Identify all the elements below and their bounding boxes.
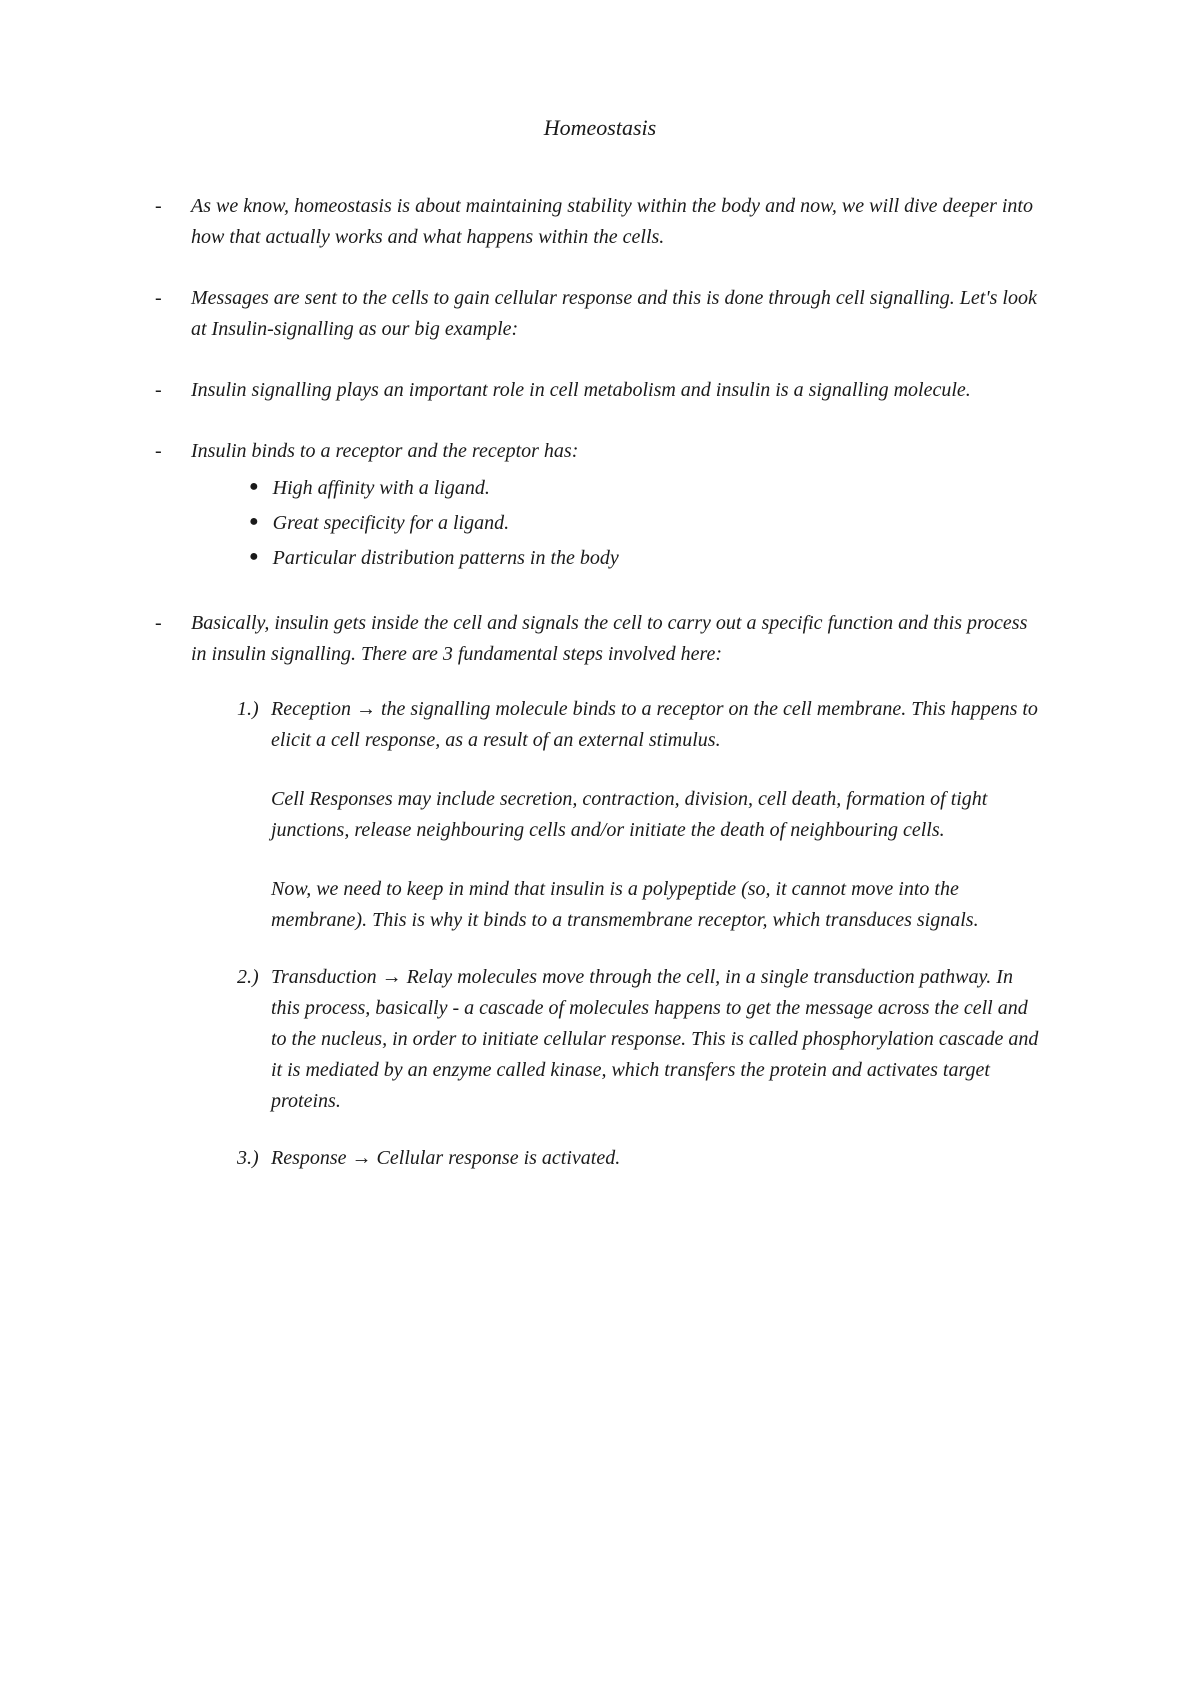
page-title: Homeostasis	[155, 115, 1045, 141]
dash-marker: -	[155, 375, 191, 406]
arrow-icon: →	[352, 1147, 372, 1169]
bullet-text: Particular distribution patterns in the …	[273, 543, 1045, 574]
step-lead: Response	[271, 1147, 352, 1169]
step-paragraph: Transduction → Relay molecules move thro…	[271, 962, 1045, 1117]
dash-marker: -	[155, 436, 191, 578]
step-item: 3.) Response → Cellular response is acti…	[237, 1143, 1045, 1174]
bullet-icon: ●	[249, 473, 259, 501]
document-body: - As we know, homeostasis is about maint…	[155, 191, 1045, 1200]
dash-text: Insulin binds to a receptor and the rece…	[191, 436, 1045, 467]
bullet-icon: ●	[249, 543, 259, 571]
dash-text: Basically, insulin gets inside the cell …	[191, 608, 1045, 670]
step-lead: Reception	[271, 698, 356, 720]
step-number: 3.)	[237, 1143, 271, 1174]
dash-body: Basically, insulin gets inside the cell …	[191, 608, 1045, 1200]
numbered-steps: 1.) Reception → the signalling molecule …	[191, 694, 1045, 1174]
dash-text: Messages are sent to the cells to gain c…	[191, 283, 1045, 345]
step-item: 2.) Transduction → Relay molecules move …	[237, 962, 1045, 1117]
arrow-icon: →	[382, 966, 402, 988]
step-body: Response → Cellular response is activate…	[271, 1143, 1045, 1174]
dash-text: Insulin signalling plays an important ro…	[191, 375, 1045, 406]
step-body: Reception → the signalling molecule bind…	[271, 694, 1045, 936]
step-item: 1.) Reception → the signalling molecule …	[237, 694, 1045, 936]
bullet-text: High affinity with a ligand.	[273, 473, 1045, 504]
bullet-item: ● High affinity with a ligand.	[249, 473, 1045, 504]
step-text: the signalling molecule binds to a recep…	[271, 698, 1038, 751]
dash-marker: -	[155, 191, 191, 253]
dash-marker: -	[155, 608, 191, 1200]
bullet-icon: ●	[249, 508, 259, 536]
step-paragraph: Cell Responses may include secretion, co…	[271, 784, 1045, 846]
step-body: Transduction → Relay molecules move thro…	[271, 962, 1045, 1117]
dash-item: - Messages are sent to the cells to gain…	[155, 283, 1045, 345]
bullet-item: ● Great specificity for a ligand.	[249, 508, 1045, 539]
dash-item: - Basically, insulin gets inside the cel…	[155, 608, 1045, 1200]
arrow-icon: →	[356, 698, 376, 720]
step-number: 1.)	[237, 694, 271, 936]
step-lead: Transduction	[271, 966, 382, 988]
dash-item: - Insulin signalling plays an important …	[155, 375, 1045, 406]
dash-text: As we know, homeostasis is about maintai…	[191, 191, 1045, 253]
step-text: Cellular response is activated.	[372, 1147, 621, 1169]
bullet-item: ● Particular distribution patterns in th…	[249, 543, 1045, 574]
step-paragraph: Now, we need to keep in mind that insuli…	[271, 874, 1045, 936]
dash-marker: -	[155, 283, 191, 345]
bullet-text: Great specificity for a ligand.	[273, 508, 1045, 539]
step-paragraph: Response → Cellular response is activate…	[271, 1143, 1045, 1174]
dash-item: - As we know, homeostasis is about maint…	[155, 191, 1045, 253]
dash-item: - Insulin binds to a receptor and the re…	[155, 436, 1045, 578]
step-paragraph: Reception → the signalling molecule bind…	[271, 694, 1045, 756]
dash-body: Insulin binds to a receptor and the rece…	[191, 436, 1045, 578]
bullet-list: ● High affinity with a ligand. ● Great s…	[191, 473, 1045, 574]
step-number: 2.)	[237, 962, 271, 1117]
